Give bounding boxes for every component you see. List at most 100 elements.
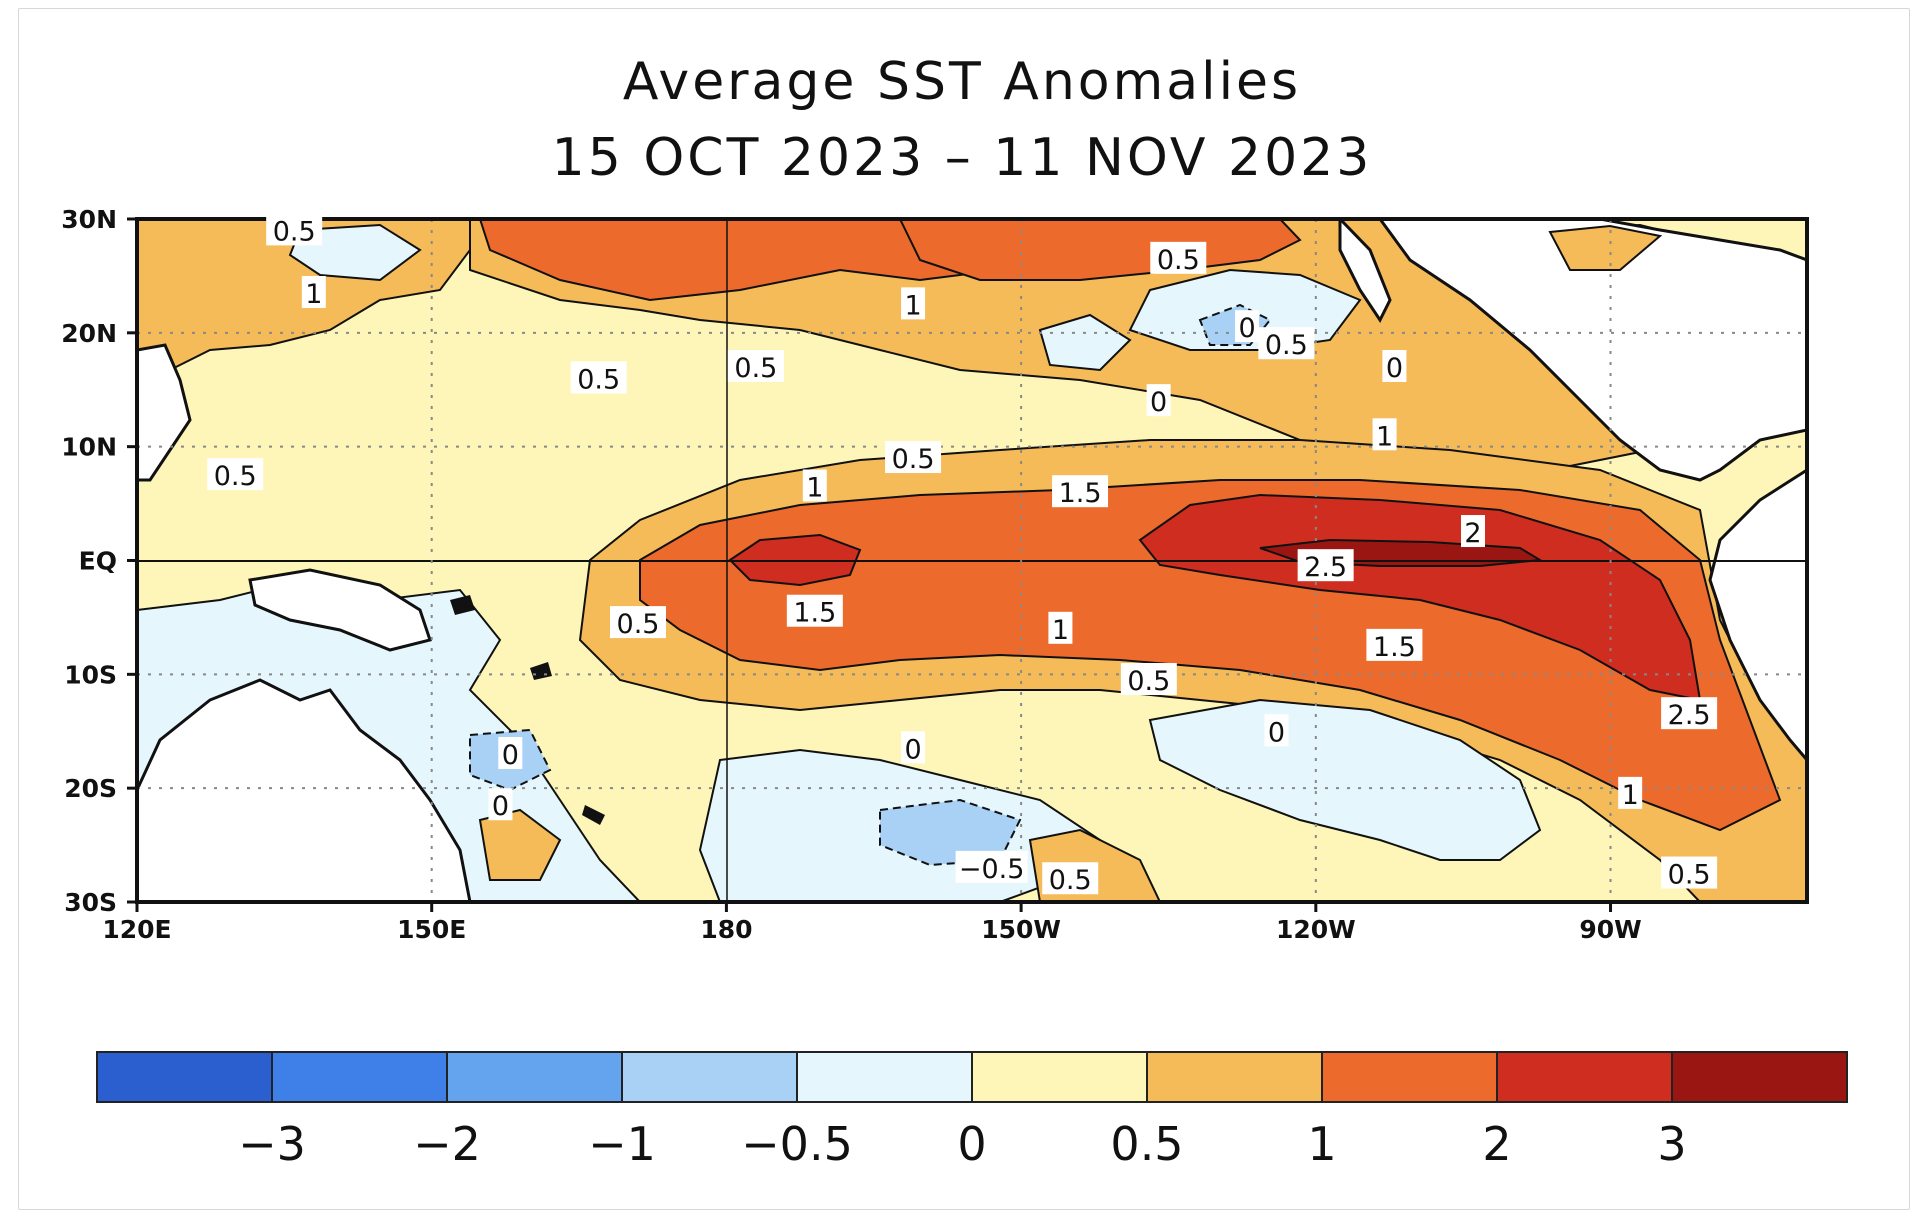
contour-label: 0.5 (892, 444, 935, 475)
colorbar-segment (1671, 1051, 1848, 1103)
contour-labels: 0.5 1 0.5 0.5 0.5 1 0.5 0 0.5 0 0 1 0.5 1 1.5 2 2.5 1.5 0.… (207, 213, 1718, 896)
colorbar-segment (796, 1051, 973, 1103)
map-date-range: 15 OCT 2023 – 11 NOV 2023 (551, 128, 1373, 188)
lat-tick-label: 10N (61, 433, 117, 462)
contour-label: 0.5 (617, 609, 660, 640)
contour-label-box (498, 737, 523, 770)
contour-label: 1 (1052, 615, 1069, 646)
land-australia (137, 678, 472, 902)
contour-label-box (901, 287, 926, 320)
colorbar-segment (971, 1051, 1148, 1103)
contour-label-box (1120, 663, 1177, 696)
colorbar-label: −3 (238, 1117, 306, 1171)
contour-label-box (301, 275, 326, 308)
lon-tick-label: 180 (700, 915, 752, 944)
lon-tick-label: 150W (981, 915, 1061, 944)
colorbar-segment (1146, 1051, 1323, 1103)
contour-label: 0.5 (577, 364, 620, 395)
contour-label: 0.5 (1049, 865, 1092, 896)
contour-label: 1 (904, 290, 921, 321)
contour-label-box (266, 213, 323, 246)
lat-tick-label: EQ (79, 547, 117, 576)
contour-label: 0 (904, 734, 921, 765)
contour-label-box (570, 361, 627, 394)
contour-label-box (1235, 310, 1260, 343)
cool-patch-north-1 (288, 223, 422, 282)
contour-label-box (1661, 697, 1718, 730)
contour-label-box (1461, 515, 1485, 548)
contour-label: 0.5 (1127, 666, 1170, 697)
colorbar-label: −0.5 (741, 1117, 853, 1171)
colorbar-segment (446, 1051, 623, 1103)
colorbar-segment (621, 1051, 798, 1103)
contour-label-box (610, 606, 666, 639)
colorbar-label: 0 (957, 1117, 986, 1171)
contour-label: 1.5 (1059, 478, 1102, 509)
colorbar-segment (96, 1051, 273, 1103)
contour-label: −0.5 (959, 854, 1025, 885)
colorbar-segment (1321, 1051, 1498, 1103)
cool-pool-south-east (1148, 698, 1542, 861)
cool-patch-north-4 (1038, 313, 1132, 372)
contour-label-box (901, 731, 926, 764)
contour-label-box (885, 441, 942, 474)
contour-label-box (1264, 714, 1289, 747)
contour-label: 0.5 (1157, 245, 1200, 276)
land-baja (1338, 219, 1392, 323)
contour-label-box (207, 458, 264, 491)
longitude-ticks: 120E 150E 180 150W 120W 90W (102, 902, 1642, 944)
colorbar-label: 2 (1482, 1117, 1511, 1171)
contour-label-box (1150, 241, 1207, 274)
contour-label-box (488, 788, 513, 821)
contour-label: 1 (1622, 780, 1639, 811)
contour-label: 2 (1464, 518, 1481, 549)
contour-label: 0.5 (273, 216, 316, 247)
contour-label-box (1297, 549, 1354, 582)
contour-label: 0 (1268, 717, 1285, 748)
contour-label-box (802, 469, 827, 502)
contour-label: 1 (806, 473, 823, 504)
latitude-ticks: 30N 20N 10N EQ 10S 20S 30S (61, 205, 137, 917)
contour-label: 0.5 (1668, 860, 1711, 891)
contour-label-box (1052, 475, 1109, 508)
lon-tick-label: 120W (1276, 915, 1356, 944)
contour-label-box (1048, 611, 1073, 644)
contour-label: 1 (1376, 421, 1393, 452)
contour-label: 0 (1150, 387, 1167, 418)
colorbar-label: −1 (588, 1117, 656, 1171)
land-americas (1378, 219, 1807, 482)
contour-label: 1 (305, 279, 322, 310)
warm-patch-south-2 (478, 808, 562, 881)
contour-label-box (1661, 856, 1718, 889)
contour-label-box (1382, 349, 1407, 382)
lat-tick-label: 30S (64, 888, 117, 917)
contour-label: 0 (502, 740, 519, 771)
land-new-guinea (248, 568, 432, 652)
contour-label: 1.5 (793, 598, 836, 629)
colorbar: −3 −2 −1 −0.5 0 0.5 1 2 3 (96, 1051, 1848, 1171)
contour-label: 0.5 (214, 461, 257, 492)
contour-label: 0 (492, 791, 509, 822)
contour-label: 0.5 (1265, 330, 1308, 361)
contour-label: 0 (1238, 313, 1255, 344)
contour-label: 0.5 (734, 353, 777, 384)
colorbar-label: −2 (413, 1117, 481, 1171)
land-islands-1 (450, 595, 475, 615)
lat-tick-label: 20S (64, 774, 117, 803)
map-title: Average SST Anomalies (622, 52, 1302, 112)
lat-tick-label: 10S (64, 660, 117, 689)
land-islands-3 (582, 805, 605, 825)
land-south-america (1708, 468, 1807, 763)
contour-label-box (1042, 862, 1099, 895)
warm-coast-mexico (1548, 224, 1663, 271)
colorbar-label: 1 (1307, 1117, 1336, 1171)
lat-tick-label: 30N (61, 205, 117, 234)
lon-tick-label: 150E (397, 915, 466, 944)
colorbar-segment (1496, 1051, 1673, 1103)
contour-label: 0 (1386, 353, 1403, 384)
contour-label-box (727, 349, 784, 382)
contour-label-box (1258, 327, 1315, 360)
contour-label-box (1372, 418, 1397, 451)
lon-tick-label: 90W (1579, 915, 1641, 944)
